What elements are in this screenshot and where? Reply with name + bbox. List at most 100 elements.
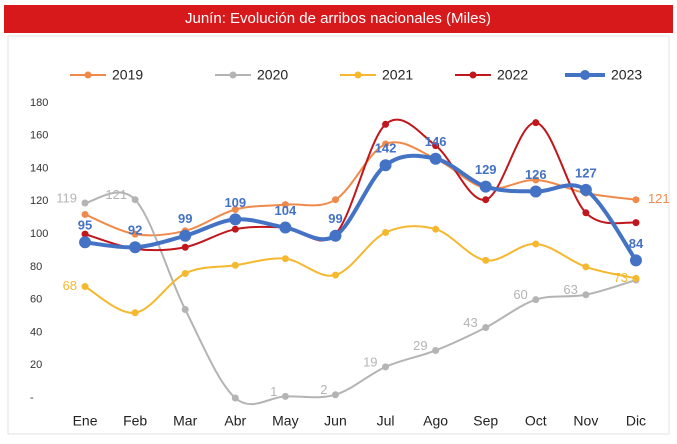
y-tick-label: - [30,392,34,404]
point [382,363,390,371]
point [131,230,139,238]
point [482,196,490,204]
point [382,140,390,148]
legend-marker [580,70,590,80]
y-tick-label: 100 [30,228,48,240]
data-label: 73 [613,270,627,285]
point [482,256,490,264]
x-tick-label: Oct [525,413,547,429]
point [629,254,642,267]
point [81,210,89,218]
x-tick-label: Ene [73,413,98,429]
y-tick-label: 60 [30,294,42,306]
data-label: 99 [178,211,192,226]
point [231,206,239,214]
data-label: 121 [648,191,670,206]
point [329,229,342,242]
data-label: 68 [63,278,77,293]
data-label: 63 [563,282,577,297]
data-label: 92 [128,223,142,238]
data-label: 129 [475,162,497,177]
point [482,324,490,332]
data-label: 109 [224,195,246,210]
point [181,306,189,313]
data-label: 127 [575,165,597,180]
x-tick-label: Mar [173,413,197,429]
point [331,196,339,204]
series-line [84,191,637,405]
legend-marker [469,71,477,79]
point [382,120,390,128]
y-tick-label: 40 [30,326,42,338]
data-label: 146 [425,134,447,149]
data-label: 2 [320,382,327,397]
point [131,309,139,317]
point [432,346,440,354]
point [281,201,289,209]
data-label: 104 [275,203,297,218]
y-tick-label: 80 [30,261,42,273]
point [582,209,590,217]
data-label: 84 [629,236,644,251]
point [81,199,89,207]
plot-frame [7,35,670,435]
data-label: 60 [513,287,527,302]
x-tick-label: Nov [573,413,598,429]
data-label: 142 [375,141,397,156]
chart-title: Junín: Evolución de arribos nacionales (… [185,10,491,27]
data-label: 126 [525,167,547,182]
point [532,240,540,248]
y-tick-label: 180 [30,97,48,109]
data-label: 95 [78,218,92,233]
x-tick-label: Dic [626,413,646,429]
legend-label: 2023 [611,67,642,83]
point [432,142,440,150]
point [432,225,440,233]
point [582,291,590,299]
y-tick-label: 120 [30,195,48,207]
point [582,263,590,271]
series-line [84,118,637,252]
legend-marker [229,71,237,79]
x-tick-label: Ago [423,413,448,429]
data-label: 99 [328,211,342,226]
point [79,236,92,249]
point [281,392,289,400]
point [429,152,442,165]
legend-marker [354,71,362,79]
y-tick-label: 160 [30,130,48,142]
point [131,196,139,204]
data-label: 1 [270,384,277,399]
point [379,159,392,172]
point [179,229,192,242]
x-tick-label: Abr [224,413,246,429]
point [632,274,640,282]
point [181,243,189,251]
x-tick-label: Jul [377,413,395,429]
x-tick-label: Feb [123,413,147,429]
point [231,261,239,269]
y-tick-label: 140 [30,162,48,174]
legend-label: 2021 [382,67,413,83]
point [81,283,89,291]
legend-marker [84,71,92,79]
point [479,180,492,193]
legend-label: 2020 [257,67,288,83]
data-label: 121 [105,187,127,202]
point [632,219,640,227]
point [532,296,540,304]
point [632,196,640,204]
point [382,228,390,236]
point [281,255,289,263]
point [181,269,189,277]
point [81,230,89,238]
point [129,241,142,254]
data-label: 119 [56,190,77,205]
y-tick-label: 20 [30,359,42,371]
point [532,119,540,127]
point [529,185,542,198]
x-tick-label: Sep [473,413,498,429]
point [229,213,242,226]
